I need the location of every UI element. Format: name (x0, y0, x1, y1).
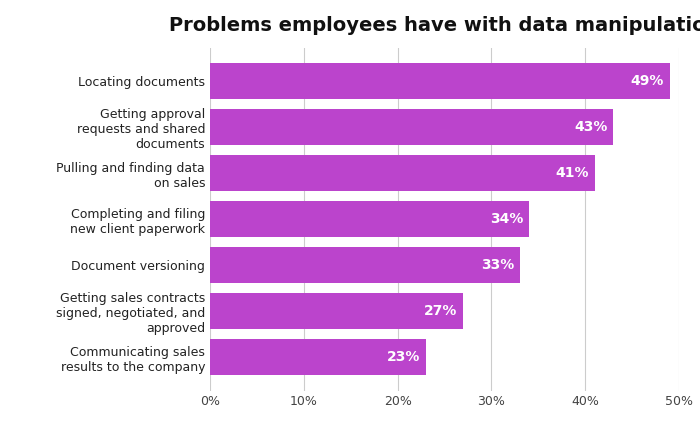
Text: 27%: 27% (424, 304, 458, 318)
Bar (210, 247, 519, 283)
Text: 34%: 34% (490, 212, 524, 226)
Bar (210, 293, 463, 329)
Bar (210, 155, 594, 191)
Bar (210, 109, 613, 145)
Text: 33%: 33% (481, 258, 514, 272)
Bar (210, 63, 670, 99)
Title: Problems employees have with data manipulation: Problems employees have with data manipu… (169, 16, 700, 35)
Text: 41%: 41% (556, 166, 589, 180)
Text: 49%: 49% (631, 74, 664, 88)
Text: 23%: 23% (386, 350, 420, 364)
Text: 43%: 43% (574, 120, 608, 134)
Bar (210, 339, 426, 375)
Bar (210, 201, 529, 237)
